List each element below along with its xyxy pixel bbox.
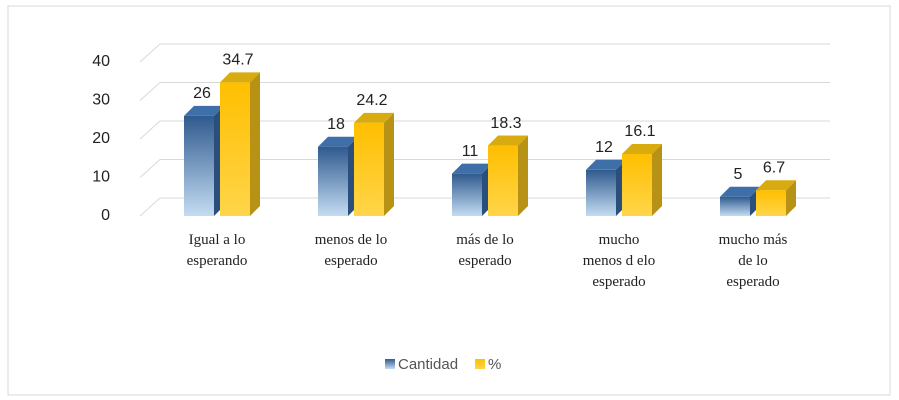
bar-top	[756, 180, 796, 191]
legend-label: Cantidad	[398, 356, 458, 373]
bar	[318, 146, 348, 216]
grid-line	[139, 120, 830, 140]
x-tick-label-box: más de lo esperado	[456, 232, 514, 269]
bar-top	[720, 186, 760, 197]
bar	[756, 190, 786, 216]
bar-top	[318, 136, 358, 147]
value-label: 11	[462, 143, 479, 160]
x-tick-label: mucho más de lo esperado	[718, 232, 788, 290]
bar-top	[220, 72, 260, 83]
bar-side	[652, 144, 662, 216]
grid-line	[139, 43, 830, 63]
legend-swatch	[385, 359, 395, 369]
value-label: 26	[193, 85, 211, 102]
bar-top	[452, 163, 492, 174]
bar	[720, 196, 750, 216]
bar	[220, 82, 250, 216]
bar	[586, 169, 616, 216]
bar-top	[354, 112, 394, 123]
x-tick-label-box: mucho menos d elo esperado	[582, 232, 656, 290]
bar-top	[622, 144, 662, 155]
value-label: 18.3	[490, 115, 521, 132]
value-label: 16.1	[624, 123, 655, 140]
x-tick-label: Igual a lo esperando	[186, 232, 248, 269]
bar	[488, 145, 518, 216]
bar	[622, 154, 652, 216]
chart-border	[7, 5, 891, 396]
value-label: 12	[595, 139, 613, 156]
y-tick-label: 0	[101, 207, 110, 224]
bar-side	[786, 180, 796, 216]
bar-side	[518, 135, 528, 216]
x-tick-label: más de lo esperado	[456, 232, 514, 269]
x-tick-label-box: Igual a lo esperando	[186, 232, 248, 269]
x-tick-label-box: menos de lo esperado	[314, 232, 388, 269]
x-tick-label: mucho menos d elo esperado	[582, 232, 656, 290]
value-label: 34.7	[222, 52, 253, 69]
y-tick-label: 40	[92, 53, 110, 70]
y-tick-label: 20	[92, 130, 110, 147]
bar	[184, 115, 214, 216]
legend-swatch	[475, 359, 486, 369]
legend-label: %	[488, 356, 501, 373]
x-tick-label: menos de lo esperado	[314, 232, 388, 269]
value-label: 24.2	[356, 92, 387, 109]
grid-line	[139, 159, 830, 178]
bar	[354, 122, 384, 216]
value-label: 6.7	[763, 159, 785, 176]
bar	[452, 173, 482, 216]
y-tick-label: 30	[92, 92, 110, 109]
bar-side	[384, 112, 394, 216]
bar-top	[488, 135, 528, 146]
bar-top	[184, 105, 224, 116]
y-tick-label: 10	[92, 169, 110, 186]
grid-line	[139, 82, 830, 101]
value-label: 5	[734, 166, 743, 183]
value-label: 18	[327, 116, 345, 133]
bar-top	[586, 159, 626, 170]
bar-side	[250, 72, 260, 216]
x-tick-label-box: mucho más de lo esperado	[718, 232, 788, 290]
